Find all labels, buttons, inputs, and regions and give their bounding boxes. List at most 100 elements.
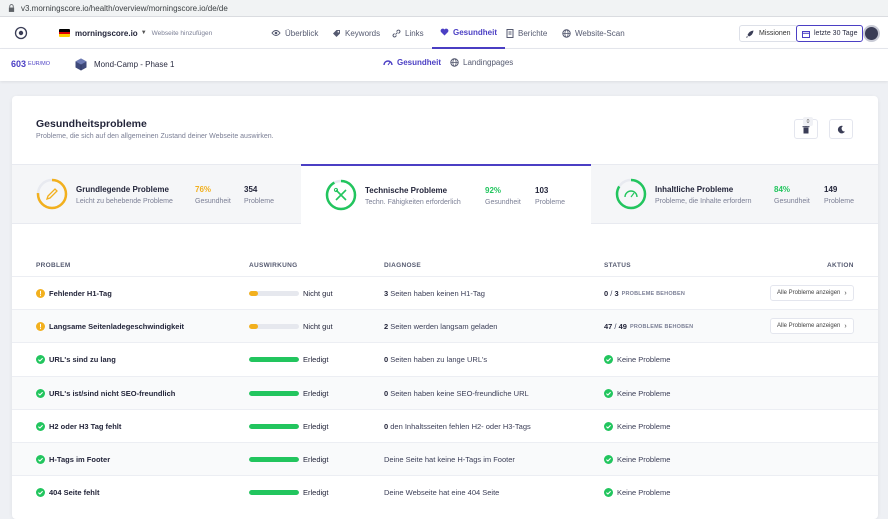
nav-label: Links — [405, 28, 424, 38]
nav-label: Berichte — [518, 28, 548, 38]
tab-grundlegende-probleme[interactable]: Grundlegende Probleme Leicht zu behebend… — [12, 165, 301, 225]
globe-icon — [450, 58, 459, 67]
table-row[interactable]: H2 oder H3 Tag fehlt Erledigt 0 den Inhalt… — [12, 409, 878, 442]
impact-progress-fill — [249, 424, 299, 429]
user-avatar[interactable] — [863, 25, 880, 42]
category-issue-label: Probleme — [244, 198, 274, 205]
nav-label: Überblick — [285, 28, 319, 38]
table-row[interactable]: URL's sind zu lang Erledigt 0 Seiten haben… — [12, 342, 878, 375]
category-desc: Leicht zu behebende Probleme — [76, 198, 173, 205]
category-health-pct: 92% — [485, 186, 502, 195]
table-row[interactable]: Langsame Seitenladegeschwindigkeit Nicht … — [12, 309, 878, 342]
col-diagnosis: DIAGNOSE — [384, 262, 422, 269]
status-ok-label: Keine Probleme — [617, 355, 671, 364]
date-range-label: letzte 30 Tage — [814, 30, 858, 37]
chevron-right-icon: › — [844, 322, 847, 330]
globe-icon — [562, 28, 571, 38]
warning-icon — [36, 289, 45, 298]
diagnosis-desc: den Inhaltsseiten fehlen H2- oder H3-Tag… — [388, 422, 531, 431]
nav-label: Website-Scan — [575, 28, 625, 38]
category-title: Grundlegende Probleme — [76, 185, 169, 194]
diagnosis-desc: Deine Webseite hat eine 404 Seite — [384, 488, 500, 497]
tools-ring-icon — [325, 179, 357, 211]
chevron-down-icon: ▼ — [140, 30, 147, 36]
impact-label: Erledigt — [303, 422, 329, 431]
nav-ueberblick[interactable]: Überblick — [271, 17, 318, 49]
missions-button[interactable]: Missionen — [739, 25, 798, 42]
impact-progress-bar — [249, 357, 299, 362]
nav-website-scan[interactable]: Website-Scan — [562, 17, 625, 49]
status-ok: Keine Probleme — [604, 488, 670, 497]
cube-icon — [75, 58, 87, 71]
impact-progress-bar — [249, 391, 299, 396]
diagnosis-desc: Seiten haben keinen H1-Tag — [388, 289, 485, 298]
status-progress: 0 / 3 PROBLEME BEHOBEN — [604, 289, 686, 298]
impact-label: Erledigt — [303, 488, 329, 497]
date-range-button[interactable]: letzte 30 Tage — [796, 25, 864, 42]
table-row[interactable]: 404 Seite fehlt Erledigt Deine Webseite ha… — [12, 475, 878, 508]
missions-label: Missionen — [759, 30, 791, 37]
tab-technische-probleme[interactable]: Technische Probleme Techn. Fähigkeiten e… — [301, 164, 591, 225]
problem-name: URL's ist/sind nicht SEO-freundlich — [49, 389, 176, 398]
diagnosis-text: 0 den Inhaltsseiten fehlen H2- oder H3-T… — [384, 422, 531, 431]
category-title: Technische Probleme — [365, 186, 448, 195]
heart-icon — [440, 28, 449, 36]
category-health-label: Gesundheit — [485, 199, 521, 206]
pencil-ring-icon — [36, 178, 68, 210]
dark-mode-button[interactable] — [829, 119, 853, 139]
show-all-issues-button[interactable]: Alle Probleme anzeigen › — [770, 318, 854, 334]
browser-address-bar[interactable]: v3.morningscore.io/health/overview/morni… — [0, 0, 888, 17]
check-circle-icon — [604, 389, 613, 398]
problem-name: Fehlender H1-Tag — [49, 289, 112, 298]
status-ok-label: Keine Probleme — [617, 455, 671, 464]
tag-icon — [333, 29, 340, 37]
nav-berichte[interactable]: Berichte — [506, 17, 547, 49]
category-issue-label: Probleme — [535, 199, 565, 206]
site-selector[interactable]: morningscore.io ▼ Webseite hinzufügen — [59, 26, 212, 40]
nav-keywords[interactable]: Keywords — [332, 17, 380, 49]
status-ok: Keine Probleme — [604, 455, 670, 464]
check-circle-icon — [36, 455, 45, 464]
status-ok-label: Keine Probleme — [617, 422, 671, 431]
speedometer-ring-icon — [615, 178, 647, 210]
check-circle-icon — [604, 488, 613, 497]
impact-label: Erledigt — [303, 455, 329, 464]
check-circle-icon — [604, 455, 613, 464]
impact-label: Nicht gut — [303, 289, 333, 298]
table-row[interactable]: URL's ist/sind nicht SEO-freundlich Erled… — [12, 376, 878, 409]
moon-icon — [837, 125, 845, 133]
col-status: STATUS — [604, 262, 631, 269]
nav-gesundheit[interactable]: Gesundheit — [432, 17, 506, 49]
german-flag-icon — [59, 29, 70, 37]
morningscore-logo-icon[interactable] — [14, 26, 28, 40]
diagnosis-text: 0 Seiten haben zu lange URL's — [384, 355, 487, 364]
rocket-icon — [746, 30, 754, 38]
score-number: 603 — [11, 59, 27, 69]
subnav-landingpages[interactable]: Landingpages — [450, 58, 513, 67]
table-row[interactable]: Fehlender H1-Tag Nicht gut 3 Seiten haben … — [12, 276, 878, 309]
status-ok-label: Keine Probleme — [617, 389, 671, 398]
table-row[interactable]: H-Tags im Footer Erledigt Deine Seite hat … — [12, 442, 878, 475]
eye-icon — [271, 30, 281, 36]
health-issues-card: Gesundheitsprobleme Probleme, die sich a… — [12, 96, 878, 519]
problem-name: 404 Seite fehlt — [49, 488, 100, 497]
morningscore-value: 603 EUR/MO — [11, 59, 50, 69]
subnav-gesundheit[interactable]: Gesundheit — [383, 58, 441, 67]
impact-label: Erledigt — [303, 355, 329, 364]
category-issue-count: 149 — [824, 185, 838, 194]
subnav-label: Landingpages — [463, 58, 514, 67]
diagnosis-count: 0 — [384, 355, 389, 364]
tab-inhaltliche-probleme[interactable]: Inhaltliche Probleme Probleme, die Inhal… — [591, 165, 878, 225]
project-selector[interactable]: Mond-Camp - Phase 1 — [75, 58, 174, 71]
add-site-link[interactable]: Webseite hinzufügen — [151, 29, 213, 37]
status-fixed: 0 — [604, 289, 609, 298]
category-health-pct: 84% — [774, 185, 791, 194]
status-total: 49 — [618, 322, 627, 331]
nav-links[interactable]: Links — [392, 17, 424, 49]
score-unit: EUR/MO — [28, 61, 51, 67]
site-name: morningscore.io — [75, 28, 138, 38]
diagnosis-text: Deine Webseite hat eine 404 Seite — [384, 488, 499, 497]
impact-progress-bar — [249, 424, 299, 429]
category-desc: Techn. Fähigkeiten erforderlich — [365, 199, 461, 206]
show-all-issues-button[interactable]: Alle Probleme anzeigen › — [770, 285, 854, 301]
